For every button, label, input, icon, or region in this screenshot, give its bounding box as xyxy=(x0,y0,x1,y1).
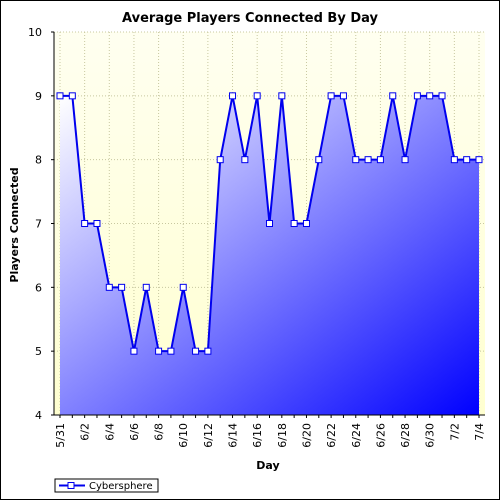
series-area xyxy=(60,95,479,415)
legend-box xyxy=(54,478,159,493)
data-point xyxy=(302,220,310,227)
data-point xyxy=(389,92,397,100)
data-point xyxy=(81,220,89,227)
y-tick-label: 8 xyxy=(35,154,42,167)
data-point xyxy=(68,92,76,100)
x-tick-label: 6/8 xyxy=(153,423,166,441)
y-tick-label: 7 xyxy=(35,218,42,231)
data-point xyxy=(450,156,458,164)
legend-marker-swatch xyxy=(67,482,75,489)
x-tick-label: 6/16 xyxy=(251,423,264,448)
data-point xyxy=(167,347,175,355)
x-tick-label: 6/14 xyxy=(227,423,240,448)
y-tick-label: 4 xyxy=(35,409,42,422)
x-tick-label: 7/2 xyxy=(448,423,461,441)
data-point xyxy=(142,283,150,291)
data-point xyxy=(364,156,372,164)
data-point xyxy=(93,220,101,227)
data-point xyxy=(118,283,126,291)
y-tick-label: 9 xyxy=(35,90,42,103)
x-tick-label: 6/30 xyxy=(424,423,437,448)
data-point xyxy=(290,220,298,227)
y-tick-label: 5 xyxy=(35,345,42,358)
data-point xyxy=(438,92,446,100)
data-point xyxy=(352,156,360,164)
x-tick-label: 6/10 xyxy=(177,423,190,448)
x-axis-label: Day xyxy=(256,459,279,472)
x-tick-label: 5/31 xyxy=(54,423,67,448)
data-point xyxy=(179,283,187,291)
x-tick-label: 6/28 xyxy=(399,423,412,448)
data-point xyxy=(204,347,212,355)
x-tick-label: 6/18 xyxy=(276,423,289,448)
data-point xyxy=(192,347,200,355)
x-tick-label: 6/2 xyxy=(79,423,92,441)
chart-title: Average Players Connected By Day xyxy=(122,11,378,26)
x-tick-label: 7/4 xyxy=(473,423,486,441)
data-point xyxy=(278,92,286,100)
x-tick-label: 6/22 xyxy=(325,423,338,448)
data-point xyxy=(315,156,323,164)
x-tick-label: 6/24 xyxy=(350,423,363,448)
data-point xyxy=(266,220,273,227)
x-axis-ticks: 5/31 6/2 6/4 6/6 6/8 6/10 6/12 6/14 6/16 6/18 6/20… xyxy=(54,415,486,448)
data-point xyxy=(56,92,64,100)
data-point xyxy=(401,156,409,164)
data-point xyxy=(216,156,224,164)
data-point xyxy=(376,156,384,164)
data-point xyxy=(253,92,261,100)
y-tick-label: 6 xyxy=(35,281,42,294)
x-tick-label: 6/12 xyxy=(202,423,215,448)
data-point xyxy=(327,92,335,100)
data-point xyxy=(413,92,421,100)
legend-series-name: Cybersphere xyxy=(89,481,153,492)
data-point xyxy=(241,156,249,164)
data-point xyxy=(339,92,347,100)
legend: Cybersphere xyxy=(54,478,159,493)
x-tick-label: 6/6 xyxy=(128,423,141,441)
data-point xyxy=(130,347,138,355)
x-tick-label: 6/20 xyxy=(300,423,313,448)
series-points xyxy=(56,92,483,355)
data-point xyxy=(463,156,471,164)
x-tick-label: 6/26 xyxy=(374,423,387,448)
x-tick-label: 6/4 xyxy=(103,423,116,441)
data-point xyxy=(105,283,113,291)
data-point xyxy=(229,92,237,100)
y-axis-label: Players Connected xyxy=(8,167,21,282)
data-point xyxy=(475,156,483,164)
data-point xyxy=(155,347,163,355)
y-axis-ticks: 4 5 6 7 8 9 10 xyxy=(28,26,54,422)
data-point xyxy=(426,92,434,100)
y-tick-label: 10 xyxy=(28,26,42,39)
